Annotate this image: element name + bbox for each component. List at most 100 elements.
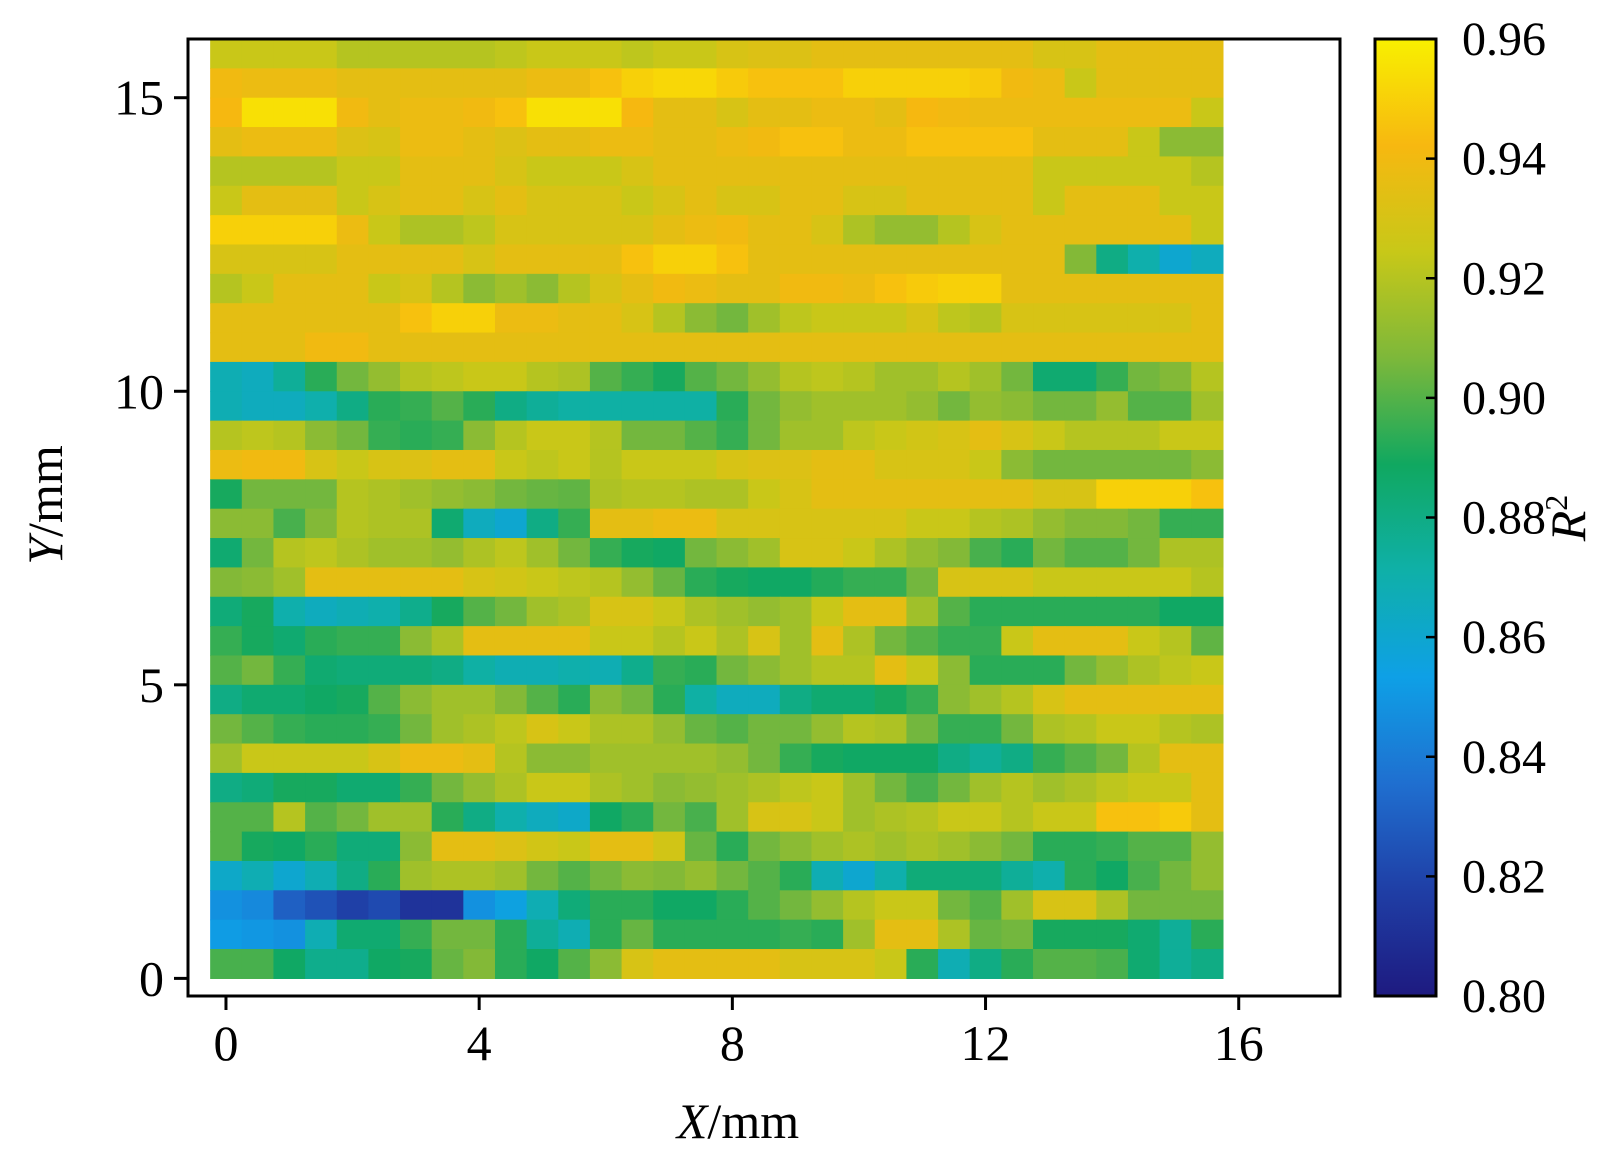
heatmap-cell — [938, 772, 971, 803]
heatmap-cell — [653, 332, 686, 363]
heatmap-cell — [368, 479, 401, 510]
heatmap-cell — [1159, 361, 1192, 392]
heatmap-cell — [368, 538, 401, 569]
heatmap-cell — [653, 567, 686, 598]
heatmap-cell — [1001, 273, 1034, 304]
heatmap-cell — [241, 479, 275, 510]
heatmap-cell — [811, 772, 844, 803]
heatmap-cell — [273, 244, 306, 275]
heatmap-cell — [558, 361, 591, 392]
colorbar-tick-label: 0.94 — [1462, 133, 1546, 186]
heatmap-cell — [368, 772, 401, 803]
heatmap-cell — [305, 449, 338, 480]
heatmap-cell — [494, 303, 528, 334]
heatmap-cell — [1064, 831, 1097, 862]
heatmap-cell — [938, 479, 971, 510]
heatmap-cell — [526, 831, 559, 862]
heatmap-cell — [1127, 185, 1161, 216]
heatmap-cell — [1159, 802, 1192, 833]
heatmap-cell — [748, 361, 781, 392]
heatmap-cell — [843, 420, 876, 451]
heatmap-cell — [241, 391, 275, 422]
heatmap-cell — [874, 479, 908, 510]
heatmap-cell — [494, 743, 528, 774]
heatmap-cell — [431, 655, 464, 686]
heatmap-cell — [273, 215, 306, 246]
heatmap-cell — [463, 449, 496, 480]
heatmap-cell — [621, 185, 654, 216]
heatmap-cell — [431, 949, 464, 979]
heatmap-cell — [969, 596, 1002, 627]
heatmap-cell — [1159, 949, 1192, 979]
heatmap-cell — [779, 743, 813, 774]
heatmap-cell — [368, 332, 401, 363]
heatmap-cell — [1159, 831, 1192, 862]
heatmap-cell — [716, 127, 749, 158]
heatmap-cell — [874, 185, 908, 216]
heatmap-cell — [969, 185, 1002, 216]
heatmap-cell — [463, 538, 496, 569]
heatmap-cell — [1001, 361, 1034, 392]
heatmap-cell — [938, 127, 971, 158]
heatmap-cell — [811, 273, 844, 304]
heatmap-cell — [874, 391, 908, 422]
heatmap-cell — [463, 185, 496, 216]
heatmap-cell — [273, 743, 306, 774]
heatmap-cell — [273, 567, 306, 598]
heatmap-cell — [1191, 596, 1224, 627]
heatmap-cell — [241, 332, 275, 363]
heatmap-cell — [684, 449, 718, 480]
heatmap-cell — [336, 479, 369, 510]
heatmap-cell — [336, 156, 369, 187]
heatmap-cell — [621, 919, 654, 950]
heatmap-cell — [336, 714, 369, 745]
heatmap-cell — [273, 332, 306, 363]
heatmap-cell — [779, 215, 813, 246]
heatmap-cell — [336, 303, 369, 334]
heatmap-cell — [811, 831, 844, 862]
heatmap-cell — [874, 332, 908, 363]
heatmap-cell — [621, 97, 654, 128]
heatmap-cell — [1033, 332, 1066, 363]
heatmap-cell — [210, 127, 243, 158]
heatmap-cell — [494, 831, 528, 862]
heatmap-cell — [653, 273, 686, 304]
heatmap-cell — [463, 361, 496, 392]
heatmap-cell — [811, 626, 844, 657]
heatmap-cell — [874, 743, 908, 774]
heatmap-cell — [305, 831, 338, 862]
heatmap-cell — [431, 391, 464, 422]
heatmap-cell — [938, 97, 971, 128]
heatmap-cell — [1159, 185, 1192, 216]
heatmap-cell — [906, 303, 939, 334]
heatmap-cell — [1191, 391, 1224, 422]
heatmap-cell — [1159, 420, 1192, 451]
heatmap-cell — [779, 655, 813, 686]
heatmap-cell — [811, 567, 844, 598]
heatmap-cell — [526, 626, 559, 657]
heatmap-cell — [653, 714, 686, 745]
heatmap-cell — [1001, 919, 1034, 950]
heatmap-cell — [843, 831, 876, 862]
heatmap-cell — [843, 127, 876, 158]
heatmap-cell — [273, 772, 306, 803]
heatmap-cell — [1191, 949, 1224, 979]
heatmap-cell — [1096, 831, 1129, 862]
heatmap-cell — [969, 68, 1002, 99]
heatmap-cell — [748, 860, 781, 891]
heatmap-cell — [241, 127, 275, 158]
heatmap-cell — [558, 655, 591, 686]
heatmap-cell — [969, 215, 1002, 246]
heatmap-cell — [1127, 802, 1161, 833]
heatmap-cell — [811, 449, 844, 480]
heatmap-cell — [969, 919, 1002, 950]
heatmap-cell — [1159, 538, 1192, 569]
heatmap-cell — [526, 508, 559, 539]
heatmap-cell — [558, 626, 591, 657]
heatmap-cell — [1064, 567, 1097, 598]
heatmap-cell — [716, 508, 749, 539]
heatmap-cell — [1191, 449, 1224, 480]
heatmap-cell — [1127, 244, 1161, 275]
heatmap-cell — [305, 127, 338, 158]
